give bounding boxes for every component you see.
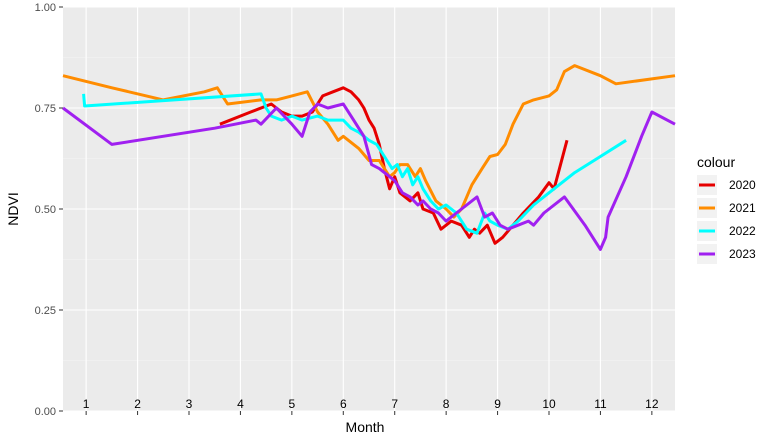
month-label: 4 xyxy=(237,397,244,411)
legend-label-2021: 2021 xyxy=(729,201,756,215)
month-label: 2 xyxy=(134,397,141,411)
legend-items: 2020 2021 2022 2023 xyxy=(697,175,756,264)
month-label: 12 xyxy=(645,397,659,411)
month-label: 11 xyxy=(594,397,607,411)
series-lines xyxy=(62,64,676,251)
axes: 0.00 0.25 0.50 0.75 1.00 xyxy=(35,2,653,418)
y-tick-label: 0.50 xyxy=(35,204,56,216)
month-label: 8 xyxy=(443,397,450,411)
month-label: 6 xyxy=(340,397,347,411)
month-label: 7 xyxy=(391,397,398,411)
y-tick-label: 0.75 xyxy=(35,103,56,115)
month-labels: 1 2 3 4 5 6 7 8 9 10 11 12 xyxy=(83,397,659,411)
legend-label-2022: 2022 xyxy=(729,224,756,238)
y-tick-label: 0.25 xyxy=(35,305,56,317)
y-axis-title: NDVI xyxy=(5,192,21,225)
month-label: 1 xyxy=(83,397,90,411)
month-label: 9 xyxy=(494,397,501,411)
grid xyxy=(63,6,675,412)
legend-title: colour xyxy=(697,154,735,170)
month-label: 5 xyxy=(289,397,296,411)
series-line-2023 xyxy=(62,102,676,251)
y-tick-label: 1.00 xyxy=(35,2,56,14)
legend-label-2023: 2023 xyxy=(729,247,756,261)
month-label: 3 xyxy=(186,397,193,411)
series-line-2021 xyxy=(62,64,676,219)
x-axis-title: Month xyxy=(346,419,385,435)
month-label: 10 xyxy=(542,397,556,411)
legend: colour 2020 2021 2022 2023 xyxy=(697,154,756,264)
legend-label-2020: 2020 xyxy=(729,178,756,192)
y-tick-label: 0.00 xyxy=(35,406,56,418)
